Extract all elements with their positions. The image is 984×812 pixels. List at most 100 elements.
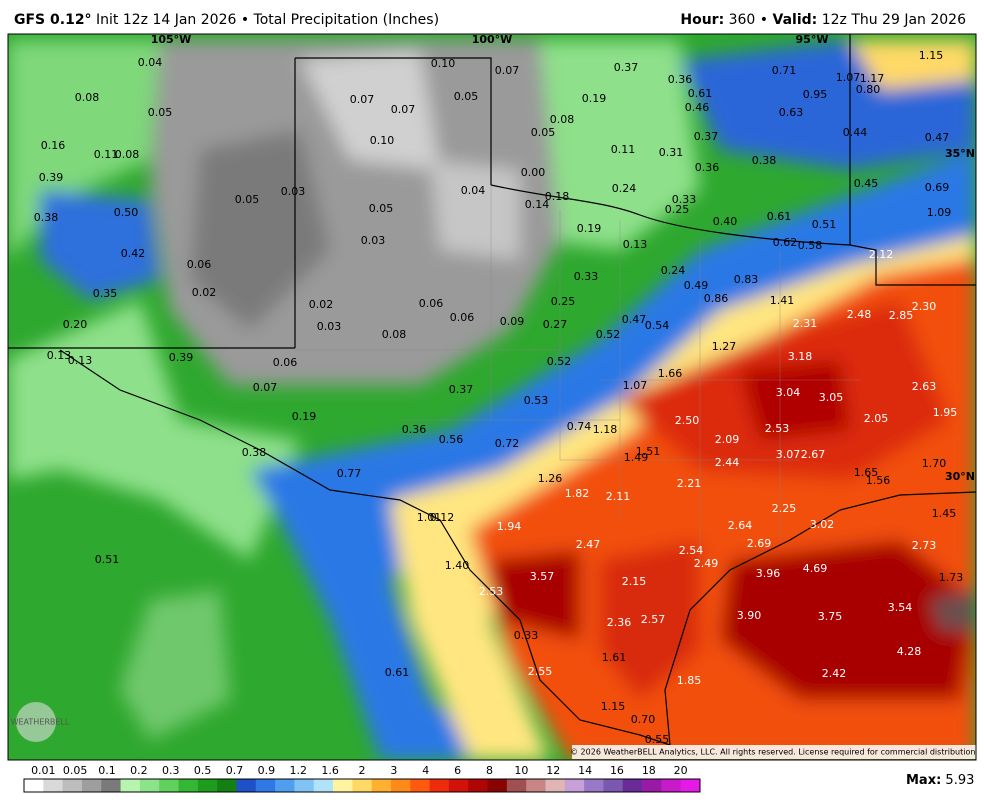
precip-label: 0.56 [439,433,464,446]
precip-label: 2.57 [641,613,666,626]
precip-label: 1.18 [593,423,618,436]
precip-label: 1.41 [770,294,795,307]
colorbar-swatch [506,779,527,792]
colorbar-label: 0.1 [98,764,116,777]
precip-label: 0.05 [369,202,394,215]
precip-label: 0.12 [430,511,455,524]
precip-label: 3.05 [819,391,844,404]
precip-label: 0.04 [461,184,486,197]
precip-label: 2.42 [822,667,847,680]
precip-label: 0.33 [574,270,599,283]
precip-label: 0.61 [767,210,792,223]
precip-label: 3.90 [737,609,762,622]
colorbar-swatch [680,779,701,792]
precip-label: 0.55 [645,733,670,746]
precip-label: 2.36 [607,616,632,629]
precip-label: 0.05 [454,90,479,103]
precip-label: 0.11 [94,148,119,161]
colorbar-swatch [429,779,450,792]
precip-label: 0.06 [187,258,212,271]
colorbar-swatch [603,779,624,792]
colorbar-label: 20 [674,764,688,777]
precip-label: 0.03 [317,320,342,333]
precip-label: 0.05 [148,106,173,119]
precip-label: 1.70 [922,457,947,470]
precip-label: 1.09 [927,206,952,219]
precip-label: 0.13 [47,349,72,362]
precip-label: 0.19 [577,222,602,235]
colorbar-swatch [622,779,643,792]
precip-label: 2.67 [801,448,826,461]
header-left: GFS 0.12° Init 12z 14 Jan 2026 • Total P… [14,12,439,28]
colorbar-frame [23,778,701,793]
precip-label: 0.13 [68,354,93,367]
precip-label: 0.86 [704,292,729,305]
colorbar-swatch [642,779,662,792]
precip-label: 2.64 [728,519,753,532]
precip-label: 1.15 [919,49,944,62]
colorbar-label: 3 [390,764,397,777]
precip-label: 1.51 [636,445,661,458]
precip-label: 1.07 [623,379,648,392]
precip-label: 2.47 [576,538,601,551]
precip-label: 0.11 [611,143,636,156]
precip-label: 0.25 [551,295,576,308]
precip-label: 0.08 [75,91,100,104]
colorbar-label: 0.2 [130,764,148,777]
precip-label: 2.50 [675,414,700,427]
precip-label: 2.55 [528,665,553,678]
logo: WEATHERBELL [11,718,70,727]
precip-label: 1.66 [658,367,683,380]
precip-label: 0.07 [391,103,416,116]
precip-label: 0.24 [612,182,637,195]
colorbar-swatch [352,779,373,792]
colorbar-swatch [526,779,546,792]
precip-label: 3.75 [818,610,843,623]
colorbar-swatch [661,779,682,792]
precip-label: 0.08 [550,113,575,126]
colorbar-label: 14 [578,764,592,777]
colorbar-swatch [564,779,585,792]
precip-label: 0.33 [672,193,697,206]
precip-label: 0.05 [531,126,556,139]
colorbar-swatch [390,779,411,792]
precip-label: 1.73 [939,571,964,584]
precip-label: 1.07 [836,71,861,84]
max-label: Max: 5.93 [906,773,974,788]
map: 105°W 100°W 95°W 35°N 30°N 0.04 0.10 0.07 0.37 0.… [8,33,976,760]
precip-label: 0.50 [114,206,139,219]
precip-label: 0.20 [63,318,88,331]
precip-label: 2.21 [677,477,702,490]
colorbar-swatch [101,779,122,792]
precip-label: 0.54 [645,319,670,332]
colorbar-label: 18 [642,764,656,777]
colorbar-swatch [81,779,102,792]
precip-label: 0.58 [798,239,823,252]
grid-label: 100°W [472,33,513,46]
precip-label: 1.85 [677,674,702,687]
precip-label: 2.53 [765,422,790,435]
map-frame [7,33,977,761]
precip-label: 2.85 [889,309,914,322]
precip-label: 0.40 [713,215,738,228]
colorbar-swatch [255,779,276,792]
colorbar-label: 0.05 [63,764,88,777]
precip-label: 0.02 [309,298,334,311]
colorbar-label: 0.5 [194,764,212,777]
precip-label: 0.39 [39,171,64,184]
colorbar-swatch [333,779,353,792]
colorbar-swatch [468,779,489,792]
precip-label: 0.10 [370,134,395,147]
colorbar-swatch [545,779,566,792]
precip-label: 1.17 [860,72,885,85]
precip-label: 1.15 [601,700,626,713]
precip-label: 0.07 [495,64,520,77]
precip-label: 0.36 [402,423,427,436]
colorbar-swatch [448,779,469,792]
precip-label: 0.31 [659,146,684,159]
precip-label: 0.19 [292,410,317,423]
precip-label: 0.52 [547,355,572,368]
precip-label: 0.37 [449,383,474,396]
colorbar-label: 12 [546,764,560,777]
